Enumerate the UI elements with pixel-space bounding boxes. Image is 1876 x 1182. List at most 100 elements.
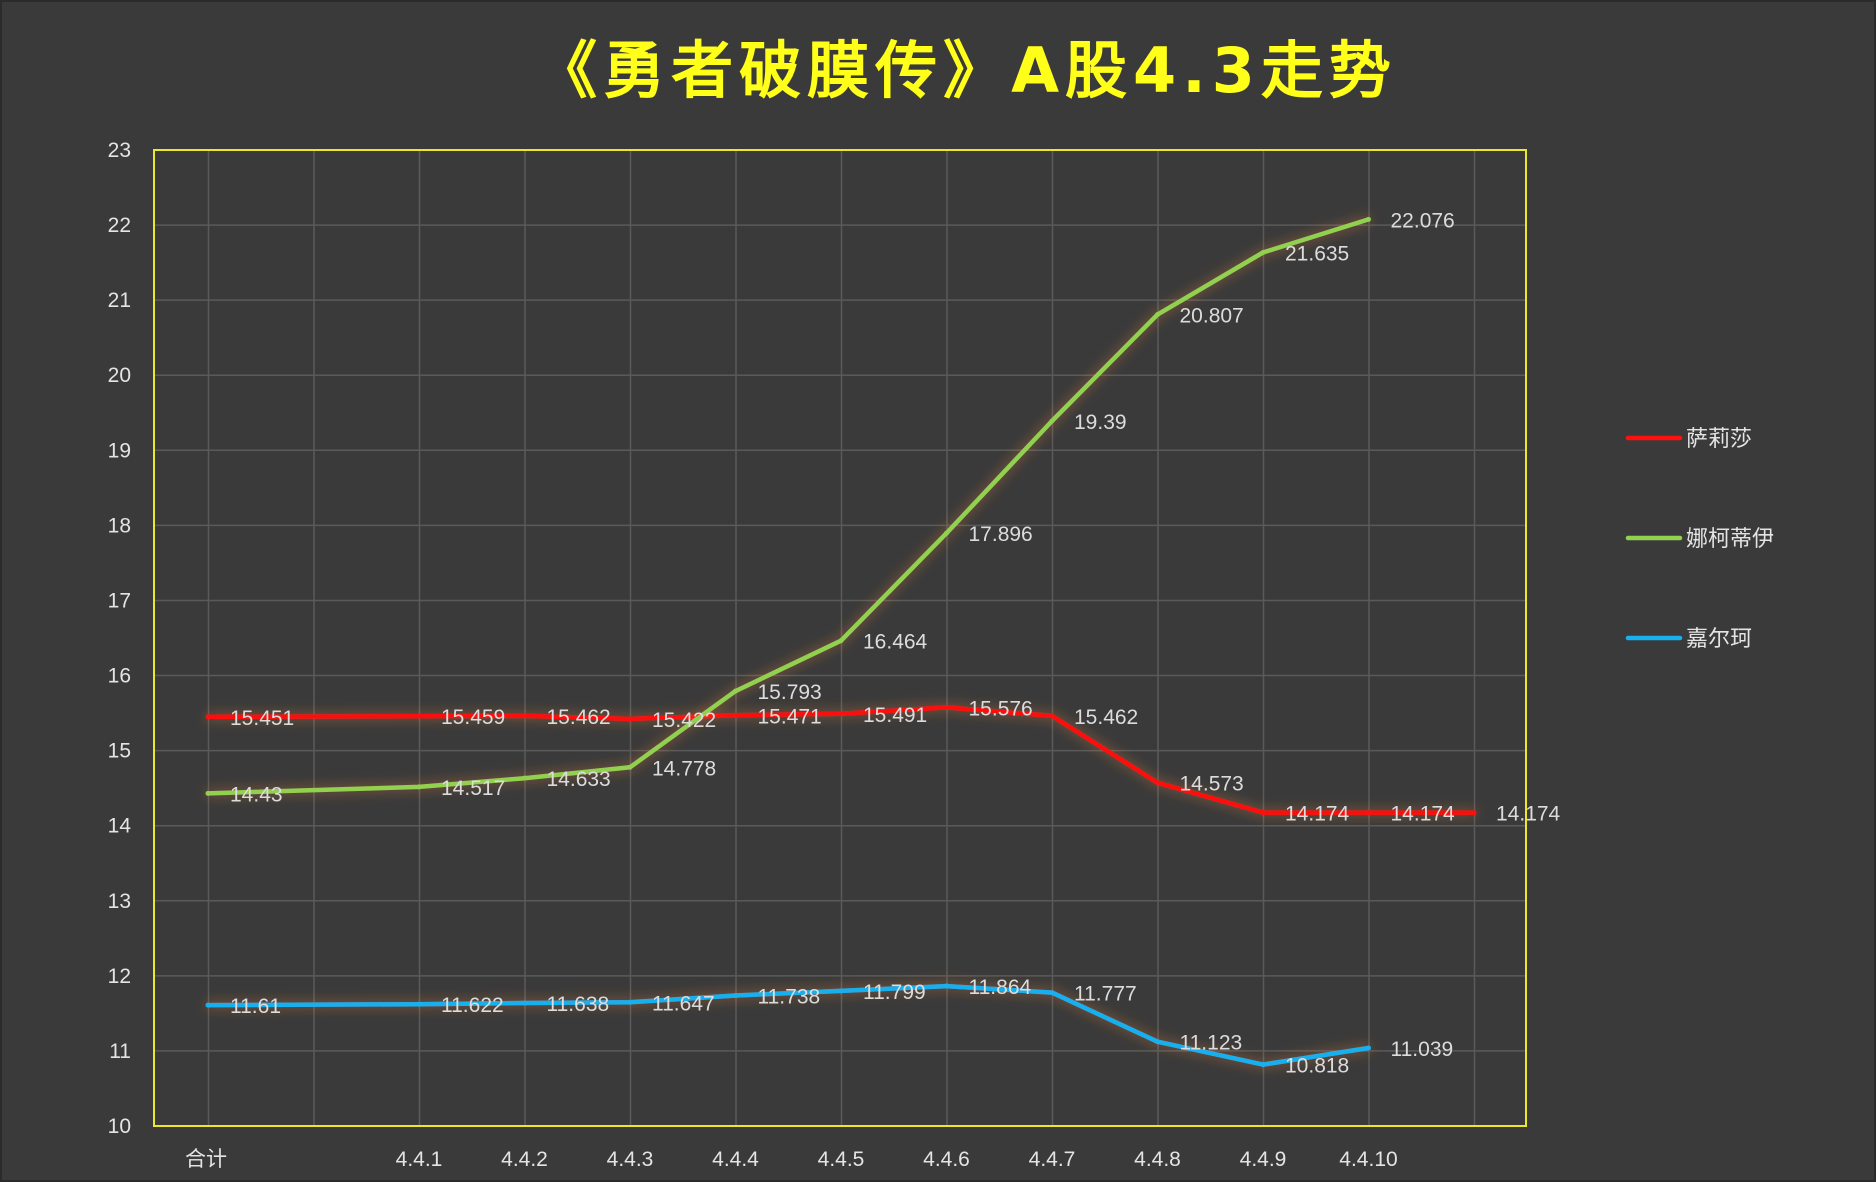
data-label: 15.462	[547, 706, 611, 729]
data-label: 10.818	[1285, 1055, 1349, 1078]
data-label: 19.39	[1074, 411, 1127, 434]
data-point	[733, 993, 738, 999]
data-point	[1049, 713, 1055, 719]
data-label: 14.778	[652, 757, 716, 780]
y-tick-label: 17	[108, 589, 131, 612]
data-label: 11.622	[441, 994, 504, 1017]
data-point	[1471, 810, 1477, 816]
y-tick-label: 14	[108, 815, 132, 838]
data-point	[522, 775, 527, 781]
x-tick-label: 4.4.9	[1240, 1148, 1287, 1171]
y-axis: 10 11 12 13 14 15 16 17 18 19 20 21 22 23	[108, 139, 132, 1138]
data-label: 11.799	[863, 981, 926, 1004]
data-label: 11.039	[1391, 1038, 1454, 1061]
data-label: 11.638	[547, 993, 610, 1016]
data-point	[627, 716, 633, 722]
data-label: 11.61	[230, 995, 281, 1018]
y-tick-label: 10	[108, 1115, 131, 1138]
data-label: 15.462	[1074, 706, 1138, 729]
series-line-0	[205, 705, 1477, 815]
data-point	[944, 530, 949, 536]
data-label: 20.807	[1180, 305, 1244, 328]
data-labels: 15.451 15.459 15.462 15.422 15.471 15.491 15.5…	[230, 209, 1561, 1077]
data-point	[1155, 312, 1160, 318]
legend-label: 萨莉莎	[1686, 427, 1752, 452]
grid	[154, 149, 1526, 1127]
data-point	[416, 784, 422, 790]
data-label: 11.864	[969, 976, 1032, 999]
y-tick-label: 15	[108, 740, 131, 763]
data-label: 15.459	[441, 706, 505, 729]
data-point	[522, 713, 527, 719]
data-label: 11.738	[758, 986, 821, 1009]
data-label: 21.635	[1285, 242, 1349, 265]
data-point	[733, 712, 738, 718]
x-tick-label: 4.4.10	[1339, 1148, 1397, 1171]
x-tick-label: 4.4.3	[607, 1148, 654, 1171]
y-tick-label: 13	[108, 890, 131, 913]
y-tick-label: 20	[108, 364, 131, 387]
x-tick-label: 4.4.6	[923, 1148, 970, 1171]
data-point	[944, 983, 949, 989]
data-point	[838, 711, 844, 717]
data-label: 17.896	[969, 523, 1033, 546]
data-point	[1366, 216, 1371, 222]
data-point	[627, 999, 633, 1005]
data-label: 11.777	[1074, 983, 1137, 1006]
data-point	[205, 1002, 211, 1008]
data-point	[1366, 810, 1371, 816]
data-label: 15.451	[230, 707, 294, 730]
data-point	[1260, 249, 1266, 255]
x-tick-label: 4.4.7	[1029, 1148, 1076, 1171]
data-label: 15.576	[969, 697, 1033, 720]
data-label: 11.123	[1180, 1032, 1243, 1055]
data-label: 14.174	[1496, 803, 1561, 826]
x-tick-label: 4.4.5	[818, 1148, 865, 1171]
data-label: 14.517	[441, 777, 505, 800]
y-tick-label: 23	[108, 139, 131, 162]
data-point	[1049, 990, 1055, 996]
data-label: 15.491	[863, 704, 927, 727]
y-tick-label: 19	[108, 439, 131, 462]
y-tick-label: 21	[108, 289, 131, 312]
data-point	[627, 764, 633, 770]
data-point	[1366, 1045, 1371, 1051]
y-tick-label: 12	[108, 965, 131, 988]
data-point	[1155, 1039, 1160, 1045]
data-label: 14.174	[1391, 803, 1456, 826]
data-point	[205, 790, 211, 796]
data-point	[1260, 810, 1266, 816]
data-label: 14.174	[1285, 803, 1350, 826]
plot-area-frame	[153, 149, 1527, 1127]
data-point	[1049, 418, 1055, 424]
x-axis: 合计 4.4.1 4.4.2 4.4.3 4.4.4 4.4.5 4.4.6 4.4.7 4.4…	[185, 1148, 1398, 1171]
data-point	[1155, 780, 1160, 786]
data-label: 15.793	[758, 681, 822, 704]
y-tick-label: 16	[108, 665, 131, 688]
x-tick-label: 4.4.2	[501, 1148, 548, 1171]
data-label: 11.647	[652, 992, 715, 1015]
data-label: 14.43	[230, 783, 283, 806]
chart-title: 《勇者破膜传》A股4.3走势	[535, 34, 1397, 107]
data-label: 15.471	[758, 705, 822, 728]
data-point	[733, 688, 738, 694]
data-point	[205, 714, 211, 720]
x-tick-label: 4.4.4	[712, 1148, 759, 1171]
data-point	[416, 1001, 422, 1007]
data-label: 16.464	[863, 631, 928, 654]
x-tick-label: 4.4.8	[1134, 1148, 1181, 1171]
x-tick-label: 合计	[185, 1148, 227, 1171]
x-tick-label: 4.4.1	[396, 1148, 443, 1171]
data-label: 15.422	[652, 709, 716, 732]
y-tick-label: 11	[109, 1040, 131, 1063]
data-point	[838, 988, 844, 994]
data-point	[838, 638, 844, 644]
y-tick-label: 18	[108, 514, 131, 537]
data-point	[944, 704, 949, 710]
data-point	[522, 1000, 527, 1006]
y-tick-label: 22	[108, 214, 131, 237]
series-layer	[205, 216, 1477, 1068]
data-label: 14.573	[1180, 773, 1244, 796]
